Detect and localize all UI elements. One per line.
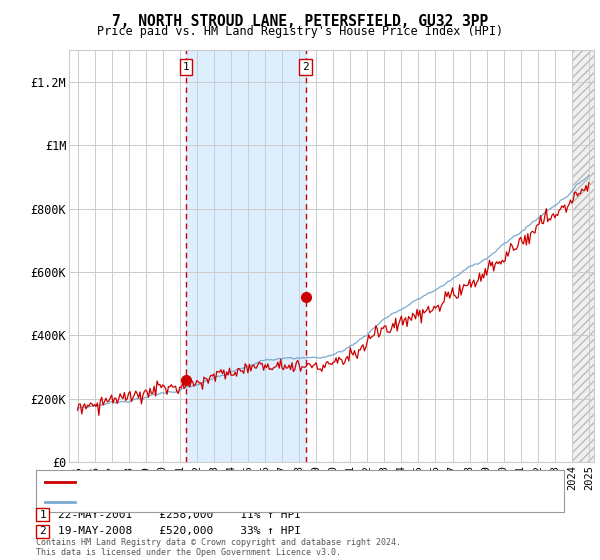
Text: 2: 2 [39,526,46,536]
Text: Contains HM Land Registry data © Crown copyright and database right 2024.
This d: Contains HM Land Registry data © Crown c… [36,538,401,557]
Text: 19-MAY-2008    £520,000    33% ↑ HPI: 19-MAY-2008 £520,000 33% ↑ HPI [58,526,301,536]
Text: 1: 1 [39,510,46,520]
Text: 1: 1 [183,62,190,72]
Text: Price paid vs. HM Land Registry's House Price Index (HPI): Price paid vs. HM Land Registry's House … [97,25,503,38]
Text: 2: 2 [302,62,309,72]
Text: 22-MAY-2001    £258,000    11% ↑ HPI: 22-MAY-2001 £258,000 11% ↑ HPI [58,510,301,520]
Text: 7, NORTH STROUD LANE, PETERSFIELD, GU32 3PP (detached house): 7, NORTH STROUD LANE, PETERSFIELD, GU32 … [81,477,441,487]
Text: HPI: Average price, detached house, East Hampshire: HPI: Average price, detached house, East… [81,497,381,507]
Text: 7, NORTH STROUD LANE, PETERSFIELD, GU32 3PP: 7, NORTH STROUD LANE, PETERSFIELD, GU32 … [112,14,488,29]
Bar [572,50,598,462]
Bar [186,50,305,462]
